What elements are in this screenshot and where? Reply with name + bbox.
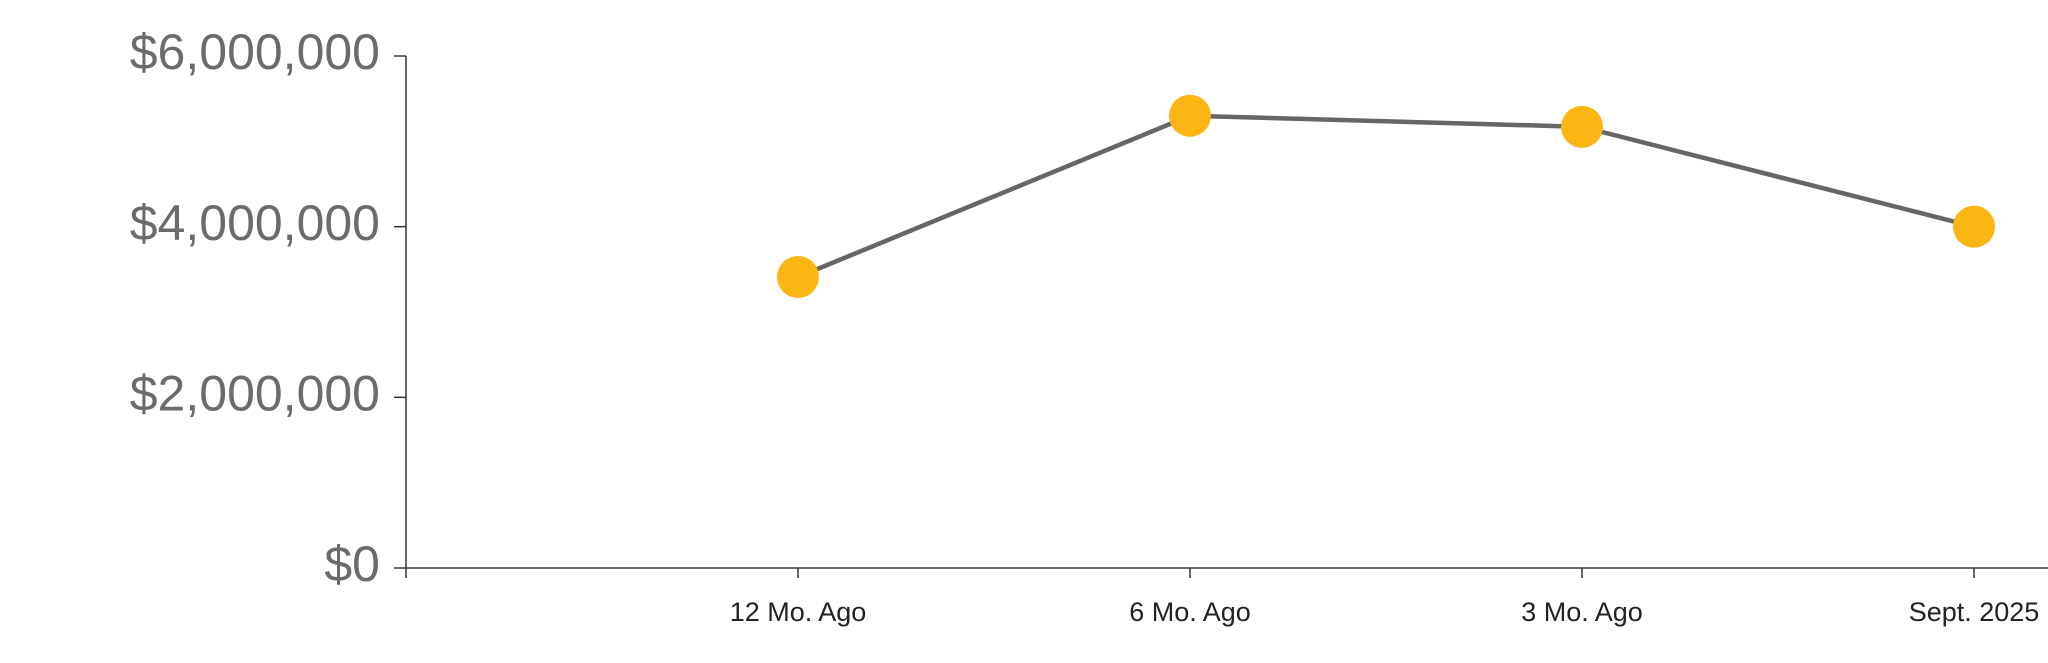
data-point — [1169, 94, 1211, 137]
y-tick-label: $4,000,000 — [130, 195, 380, 251]
x-tick-label: 3 Mo. Ago — [1521, 597, 1643, 627]
data-point — [1561, 105, 1603, 148]
y-tick-label: $0 — [324, 536, 380, 592]
y-tick-label: $2,000,000 — [130, 366, 380, 422]
x-tick-label: Sept. 2025 — [1909, 597, 2040, 627]
data-point — [1953, 205, 1995, 248]
x-tick-label: 12 Mo. Ago — [730, 597, 867, 627]
x-tick-label: 6 Mo. Ago — [1129, 597, 1251, 627]
data-point — [777, 256, 819, 299]
series-line — [797, 113, 1975, 280]
y-tick-label: $6,000,000 — [130, 24, 380, 80]
